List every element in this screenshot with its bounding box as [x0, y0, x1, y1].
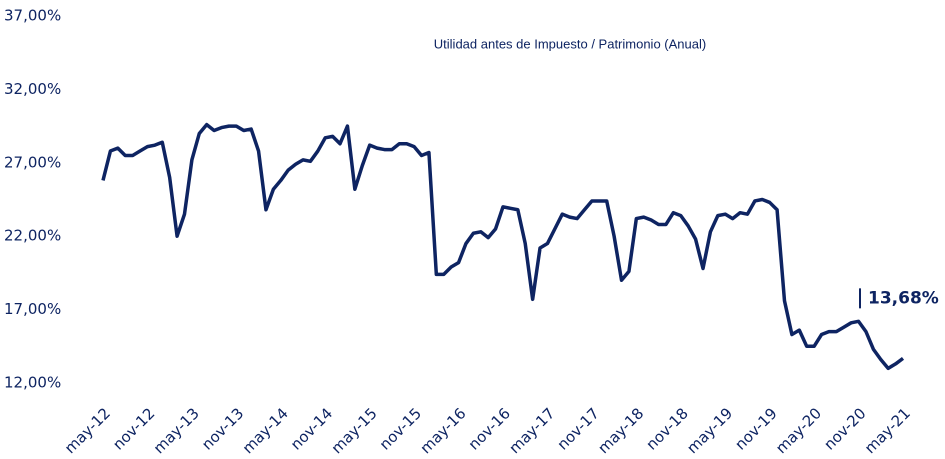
y-tick-label: 22,00% — [4, 227, 61, 245]
y-tick-label: 17,00% — [4, 300, 61, 318]
x-tick-label: may-16 — [417, 404, 470, 457]
x-tick-label: may-19 — [683, 404, 736, 457]
y-tick-label: 37,00% — [4, 7, 61, 25]
y-tick-label: 12,00% — [4, 374, 61, 392]
annotation: 13,68% — [868, 288, 939, 308]
x-tick-label: may-12 — [61, 404, 114, 457]
data-line — [101, 122, 905, 371]
x-tick-label: may-21 — [861, 404, 914, 457]
x-tick-label: may-14 — [239, 404, 292, 457]
y-tick-label: 27,00% — [4, 153, 61, 171]
x-tick-label: may-18 — [594, 404, 647, 457]
chart-title: Utilidad antes de Impuesto / Patrimonio … — [434, 36, 706, 51]
x-tick-label: may-13 — [150, 404, 203, 457]
x-tick-label: may-17 — [505, 404, 558, 457]
x-tick-label: may-20 — [772, 404, 825, 457]
x-tick-label: may-15 — [328, 404, 381, 457]
y-tick-label: 32,00% — [4, 80, 61, 98]
